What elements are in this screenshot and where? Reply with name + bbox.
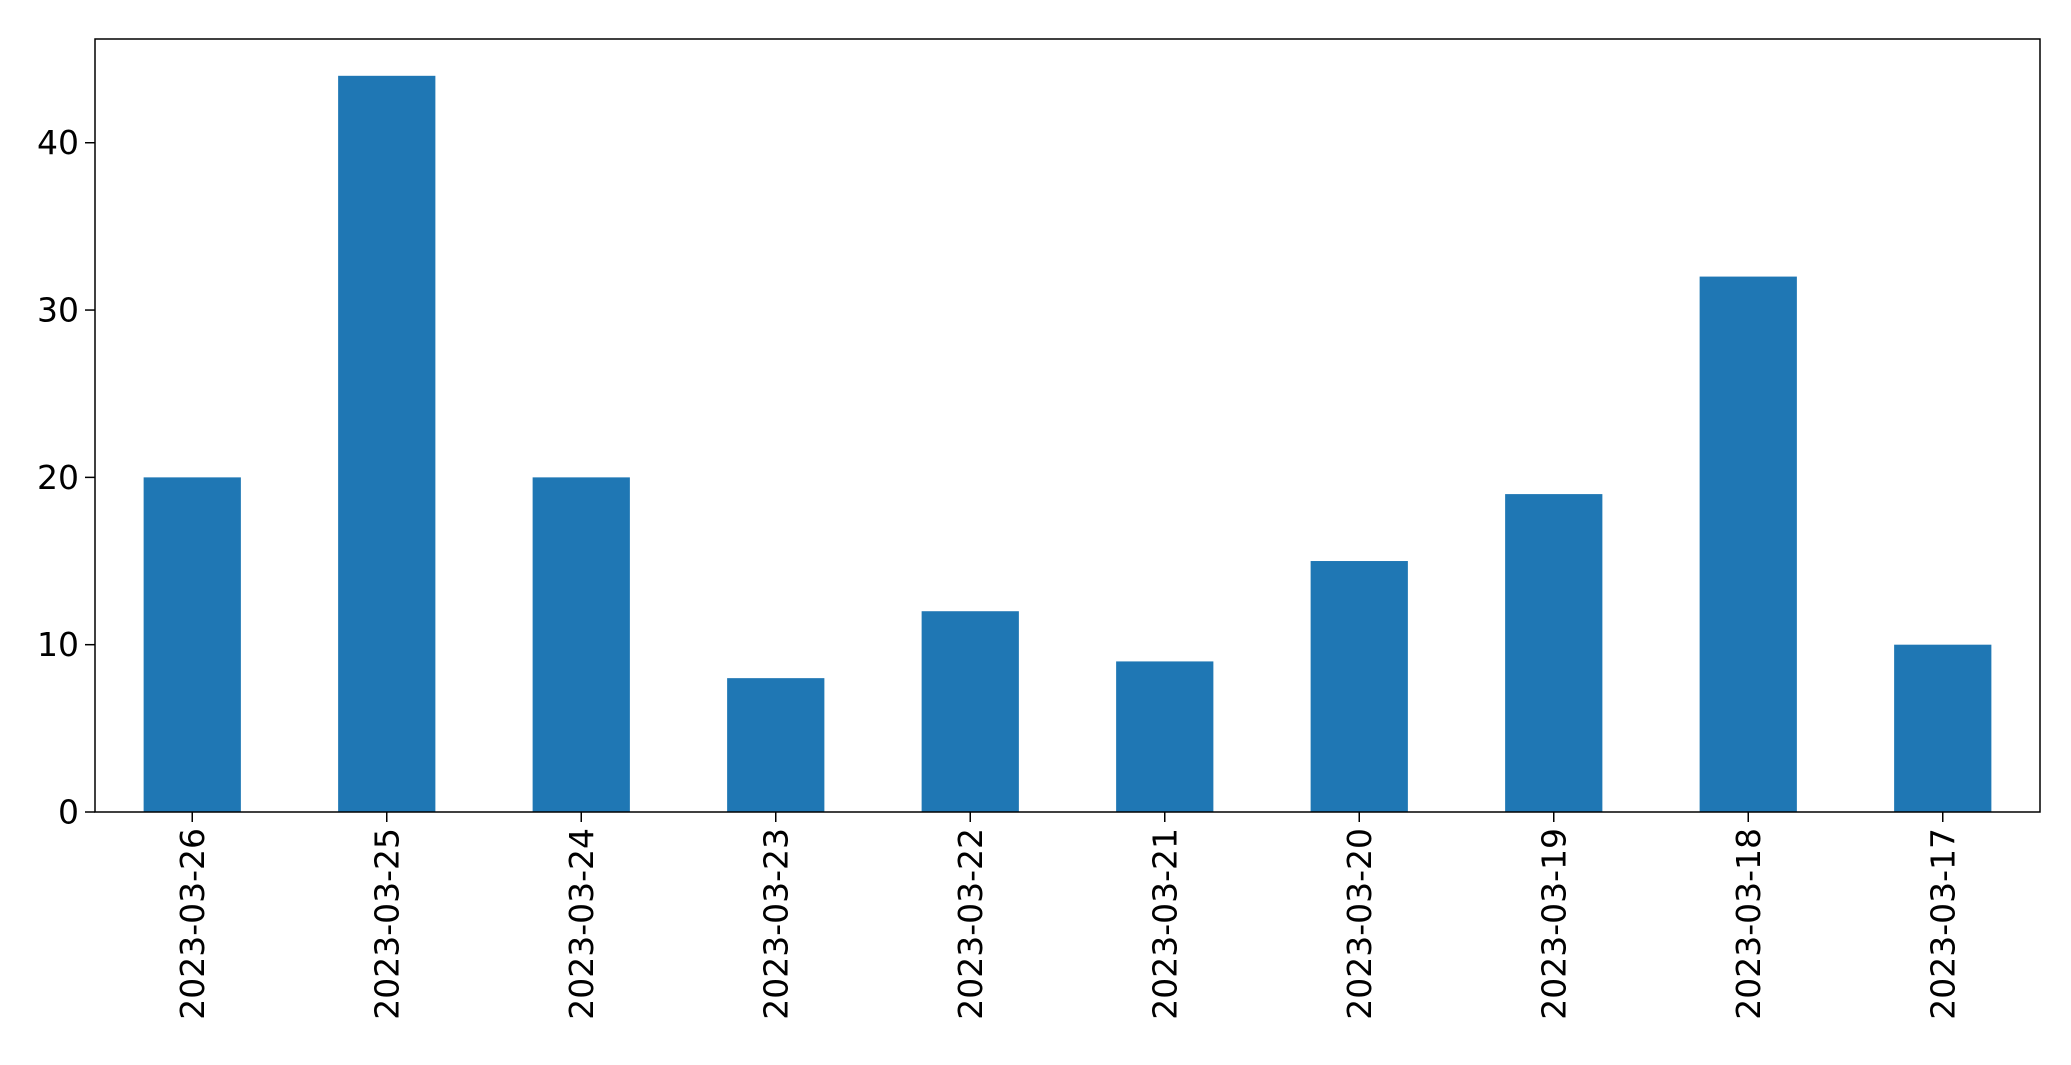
bar: [1699, 276, 1797, 812]
x-tick-label: 2023-03-26: [173, 828, 212, 1020]
y-axis: 0 10 20 30 40: [37, 123, 95, 832]
x-tick-label: 2023-03-20: [1340, 828, 1379, 1020]
x-tick-label: 2023-03-19: [1534, 828, 1573, 1020]
x-tick-label: 2023-03-22: [951, 828, 990, 1020]
y-tick-label: 30: [37, 291, 79, 330]
x-axis: 2023-03-26 2023-03-25 2023-03-24 2023-03-23…: [173, 812, 1962, 1020]
y-tick-label: 40: [37, 123, 79, 162]
bar: [1116, 661, 1214, 812]
x-tick-label: 2023-03-21: [1145, 828, 1184, 1020]
bar: [727, 678, 825, 812]
x-tick-label: 2023-03-18: [1729, 828, 1768, 1020]
bar: [1505, 494, 1603, 812]
bar: [338, 75, 436, 813]
bar: [921, 611, 1019, 812]
bar: [143, 477, 241, 812]
y-tick-label: 10: [37, 625, 79, 664]
bar: [532, 477, 630, 812]
bars-layer: [143, 75, 1992, 813]
bar: [1310, 561, 1408, 812]
x-tick-label: 2023-03-23: [756, 828, 795, 1020]
bar: [1894, 644, 1992, 812]
plot-frame: [94, 38, 2041, 813]
y-tick-label: 20: [37, 458, 79, 497]
x-tick-label: 2023-03-17: [1923, 828, 1962, 1020]
x-tick-label: 2023-03-25: [367, 828, 406, 1020]
x-tick-label: 2023-03-24: [562, 828, 601, 1020]
y-tick-label: 0: [58, 793, 79, 832]
